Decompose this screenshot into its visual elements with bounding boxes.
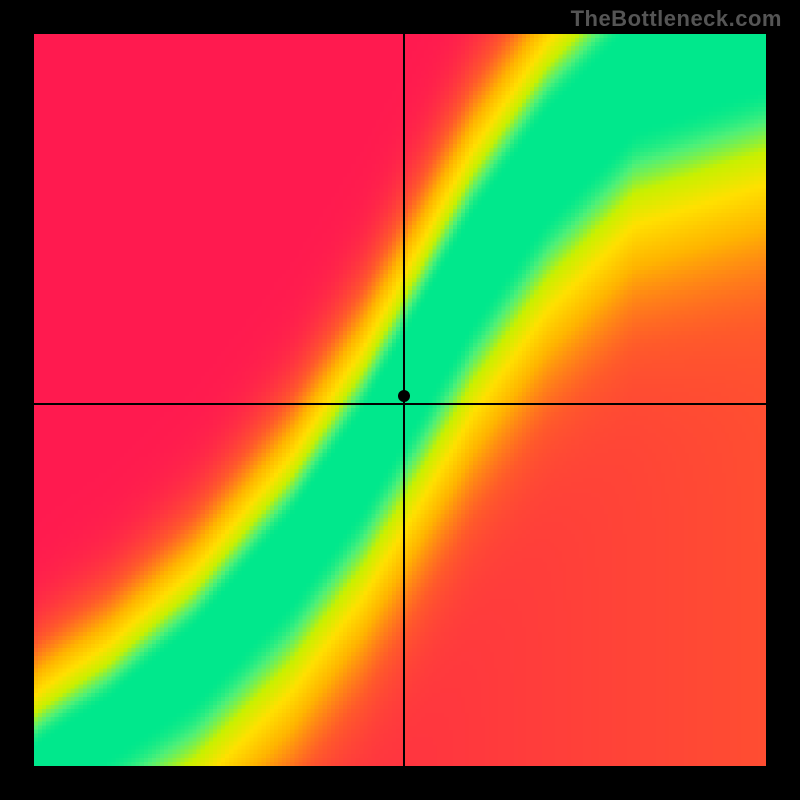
watermark-text: TheBottleneck.com xyxy=(571,6,782,32)
selection-marker xyxy=(398,390,410,402)
crosshair-horizontal xyxy=(34,403,766,405)
